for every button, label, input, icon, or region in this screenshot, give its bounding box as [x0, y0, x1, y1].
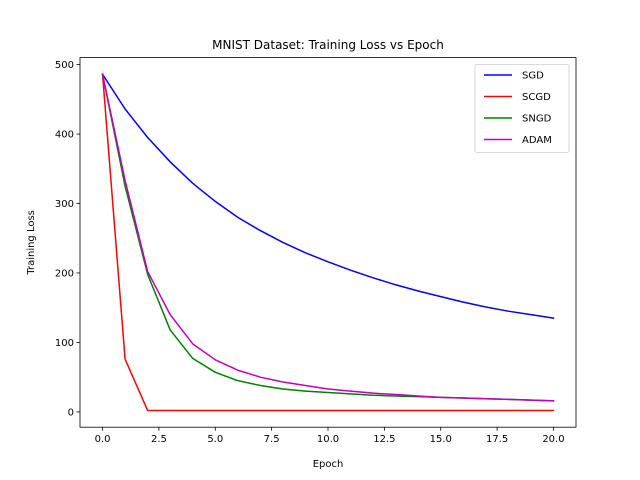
x-tick-label: 2.5 [151, 434, 167, 445]
y-tick-label: 400 [55, 130, 74, 141]
x-tick-label: 7.5 [264, 434, 280, 445]
x-tick-label: 10.0 [317, 434, 339, 445]
legend-box [474, 64, 570, 153]
legend-label-sngd: SNGD [522, 114, 552, 125]
x-tick-label: 15.0 [430, 434, 452, 445]
y-tick-label: 500 [55, 60, 74, 71]
x-axis-label: Epoch [313, 459, 344, 470]
series-lines [101, 73, 555, 412]
x-tick-label: 12.5 [373, 434, 395, 445]
x-tick-label: 20.0 [542, 434, 564, 445]
x-tick-label: 0.0 [95, 434, 111, 445]
series-line-adam [101, 73, 555, 402]
series-line-scgd [101, 73, 555, 412]
y-axis-label: Training Loss [26, 210, 37, 276]
legend-label-scgd: SCGD [522, 92, 551, 103]
chart-title: MNIST Dataset: Training Loss vs Epoch [212, 38, 444, 52]
y-tick-label: 300 [55, 199, 74, 210]
x-axis-ticks: 0.0 2.5 5.0 7.5 10.0 12.5 15.0 17.5 20.0 [95, 427, 565, 445]
legend-label-adam: ADAM [522, 135, 552, 146]
y-tick-label: 100 [55, 338, 74, 349]
x-tick-label: 5.0 [207, 434, 223, 445]
y-tick-label: 200 [55, 268, 74, 279]
y-tick-label: 0 [68, 407, 74, 418]
y-axis-ticks: 0 100 200 300 400 500 [55, 60, 80, 418]
legend: SGD SCGD SNGD ADAM [474, 64, 570, 153]
x-tick-label: 17.5 [486, 434, 508, 445]
legend-label-sgd: SGD [522, 71, 544, 82]
series-line-sgd [101, 73, 555, 319]
